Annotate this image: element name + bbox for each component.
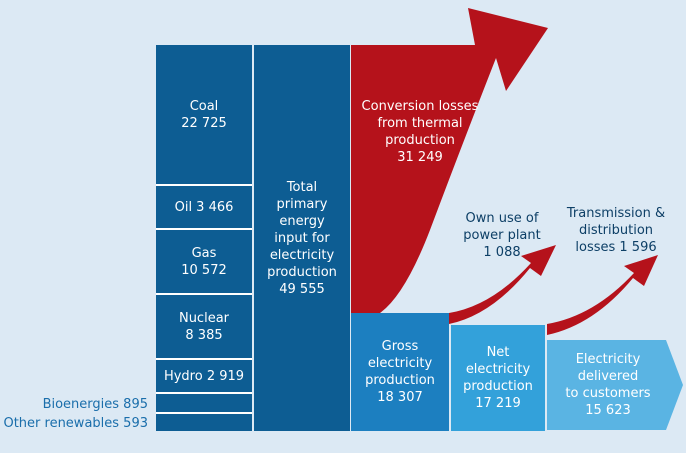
own-use-value: 1 088 [483,245,521,260]
gross-value: 18 307 [377,390,423,405]
own-use-line-2: power plant [463,228,541,243]
conversion-line-2: from thermal [377,116,463,131]
coal-block: Coal 22 725 [156,45,252,186]
delivered-arrow [547,340,683,430]
total-line-5: electricity [269,247,335,263]
conversion-line-3: production [385,133,455,148]
nuclear-value: 8 385 [185,327,223,343]
hydro-label: Hydro 2 919 [163,368,245,384]
transmission-value-line: losses 1 596 [575,240,657,255]
nuclear-name: Nuclear [178,310,230,326]
transmission-line-1: Transmission & [566,206,666,221]
gross-line-2: electricity [367,356,433,371]
bioenergies-label: Bioenergies 895 [43,396,148,413]
transmission-label: Transmission & distribution losses 1 596 [556,205,676,256]
own-use-arrow [449,245,556,324]
delivered-line-2: delivered [577,369,639,384]
total-line-4: input for [274,230,330,246]
own-use-label: Own use of power plant 1 088 [452,210,552,261]
net-production-block: Net electricity production 17 219 [451,325,545,431]
gross-production-block: Gross electricity production 18 307 [351,313,449,431]
total-input-block: Total primary energy input for electrici… [254,45,350,431]
net-line-3: production [463,379,533,394]
oil-label: Oil 3 466 [174,199,234,215]
conversion-value: 31 249 [397,150,443,165]
net-line-1: Net [486,345,510,360]
total-line-3: energy [279,213,325,229]
other-renewables-block [156,414,252,431]
oil-block: Oil 3 466 [156,186,252,230]
total-line-2: primary [276,196,328,212]
bioenergies-block [156,394,252,414]
transmission-line-2: distribution [578,223,654,238]
own-use-line-1: Own use of [465,211,539,226]
nuclear-block: Nuclear 8 385 [156,295,252,360]
conversion-line-1: Conversion losses [361,99,479,114]
delivered-value: 15 623 [585,403,631,418]
conversion-losses-arrow [351,8,548,313]
other-renewables-label: Other renewables 593 [3,415,148,432]
conversion-losses-label: Conversion losses from thermal productio… [352,98,488,166]
transmission-loss-arrow [547,255,658,335]
other-renewables-text: Other renewables 593 [3,416,148,431]
net-value: 17 219 [475,396,521,411]
gross-line-1: Gross [381,339,419,354]
delivered-line-1: Electricity [575,352,641,367]
net-line-2: electricity [465,362,531,377]
total-line-6: production [267,264,337,280]
gas-block: Gas 10 572 [156,230,252,295]
coal-value: 22 725 [181,115,227,131]
coal-name: Coal [189,98,219,114]
delivered-label: Electricity delivered to customers 15 62… [549,340,667,430]
total-value: 49 555 [279,281,325,297]
gas-value: 10 572 [181,262,227,278]
delivered-line-3: to customers [565,386,651,401]
total-line-1: Total [286,179,318,195]
bioenergies-text: Bioenergies 895 [42,397,148,412]
gross-line-3: production [365,373,435,388]
gas-name: Gas [191,245,217,261]
hydro-block: Hydro 2 919 [156,360,252,394]
